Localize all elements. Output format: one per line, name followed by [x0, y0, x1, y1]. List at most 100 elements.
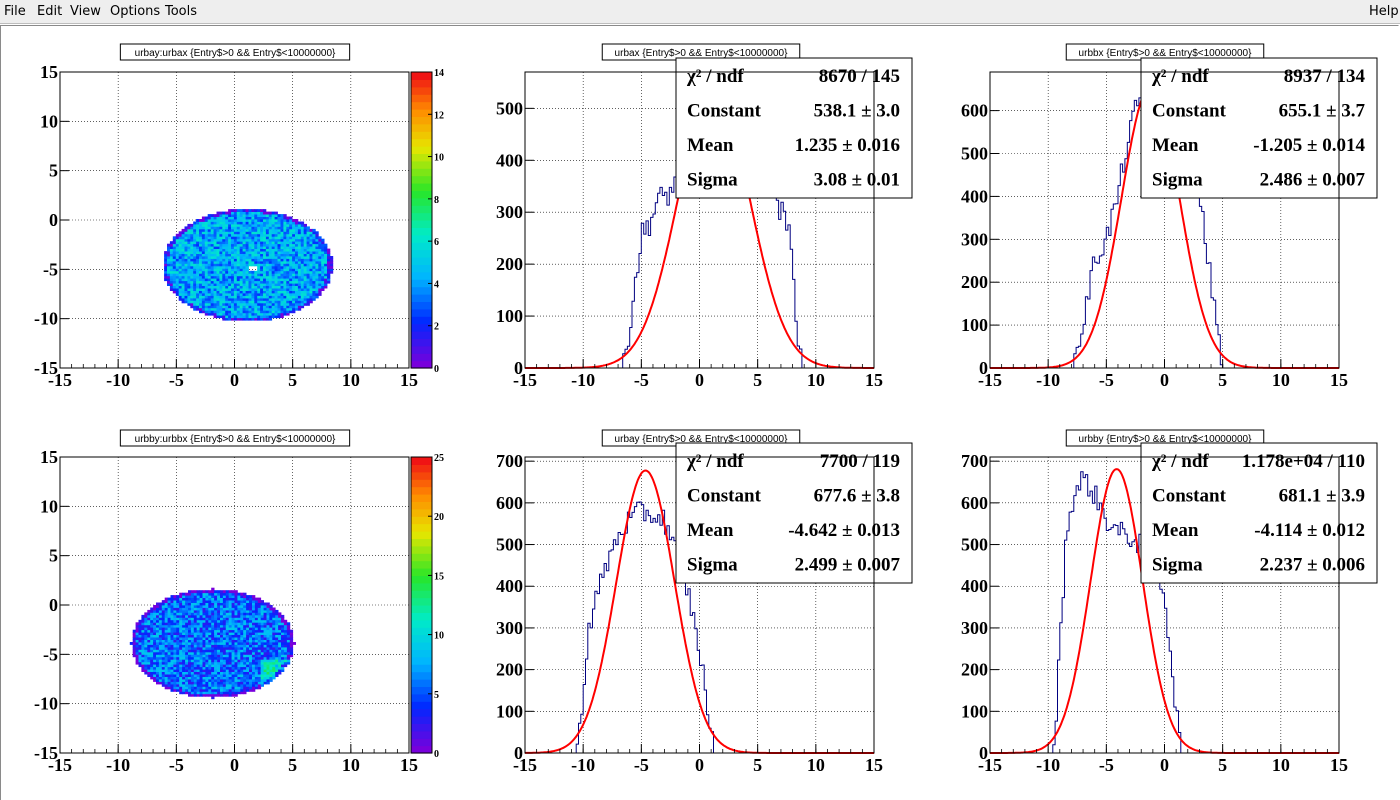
stat-value: -4.642 ± 0.013 — [788, 520, 900, 541]
z-tick-label: 20 — [434, 512, 444, 523]
stat-label: Constant — [687, 101, 762, 122]
stat-value: 7700 / 119 — [820, 451, 900, 472]
z-tick-label: 10 — [434, 631, 444, 642]
stat-label: Sigma — [1152, 555, 1203, 576]
stat-label: Sigma — [687, 555, 738, 576]
y-tick-label: 400 — [496, 150, 523, 170]
stat-value: 2.237 ± 0.006 — [1260, 555, 1365, 576]
z-tick-label: 10 — [434, 153, 444, 164]
x-tick-label: 0 — [1160, 370, 1169, 390]
y-tick-label: 600 — [961, 101, 988, 121]
x-tick-label: 5 — [753, 755, 762, 775]
root-canvas[interactable]: urbay:urbax {Entry$>0 && Entry$<10000000… — [0, 25, 1399, 800]
x-tick-label: 10 — [1272, 370, 1290, 390]
menu-file[interactable]: File — [4, 4, 26, 19]
stat-label: Mean — [687, 135, 734, 156]
y-tick-label: 100 — [961, 315, 988, 335]
pad-title-box — [119, 43, 351, 61]
y-tick-label: 0 — [49, 210, 58, 230]
y-tick-label: 500 — [496, 535, 523, 555]
y-tick-label: 400 — [961, 186, 988, 206]
y-tick-label: 10 — [40, 496, 58, 516]
stat-value: 677.6 ± 3.8 — [814, 486, 900, 507]
fit-stats-box: χ² / ndf 1.178e+04 / 110 Constant 681.1 ± 3… — [1140, 442, 1378, 584]
y-tick-label: -15 — [34, 743, 58, 763]
x-tick-label: 10 — [342, 370, 360, 390]
y-tick-label: 400 — [961, 576, 988, 596]
y-tick-label: 5 — [49, 546, 58, 566]
x-tick-label: -15 — [513, 370, 537, 390]
pad-1[interactable]: urbay:urbax {Entry$>0 && Entry$<10000000… — [34, 43, 444, 390]
stat-value: 2.486 ± 0.007 — [1260, 170, 1366, 191]
stat-value: 681.1 ± 3.9 — [1279, 486, 1365, 507]
fit-stats-box: χ² / ndf 7700 / 119 Constant 677.6 ± 3.8 Mea… — [675, 442, 913, 584]
x-tick-label: 0 — [1160, 755, 1169, 775]
y-tick-label: 200 — [496, 660, 523, 680]
pad-title: urbay:urbax {Entry$>0 && Entry$<10000000… — [135, 48, 336, 59]
y-tick-label: 15 — [40, 447, 58, 467]
x-tick-label: 5 — [288, 755, 297, 775]
pad-6[interactable]: urbby {Entry$>0 && Entry$<10000000}χ² / … — [961, 429, 1378, 775]
x-tick-label: 15 — [400, 755, 418, 775]
z-tick-label: 12 — [434, 110, 444, 121]
x-tick-label: -10 — [106, 370, 130, 390]
y-tick-label: 5 — [49, 161, 58, 181]
pad-5[interactable]: urbay {Entry$>0 && Entry$<10000000}χ² / … — [496, 429, 913, 775]
pad-4[interactable]: urbby:urbbx {Entry$>0 && Entry$<10000000… — [34, 429, 444, 775]
pad-title: urbby:urbbx {Entry$>0 && Entry$<10000000… — [135, 434, 336, 445]
x-tick-label: -5 — [169, 755, 184, 775]
stat-value: 2.499 ± 0.007 — [795, 555, 901, 576]
stat-label: χ² / ndf — [686, 66, 744, 87]
y-tick-label: 0 — [49, 595, 58, 615]
x-tick-label: -5 — [1099, 755, 1114, 775]
z-tick-label: 5 — [434, 690, 439, 701]
stat-value: -4.114 ± 0.012 — [1254, 520, 1365, 541]
x-tick-label: -15 — [48, 755, 72, 775]
y-tick-label: 300 — [961, 229, 988, 249]
menu-tools[interactable]: Tools — [165, 4, 198, 19]
x-tick-label: -10 — [571, 755, 595, 775]
x-tick-label: -5 — [169, 370, 184, 390]
menu-options[interactable]: Options — [110, 4, 161, 19]
color-scale: 25 20 15 10 5 0 — [410, 453, 444, 760]
x-tick-label: 5 — [288, 370, 297, 390]
stat-label: Constant — [687, 486, 762, 507]
pad-2[interactable]: urbax {Entry$>0 && Entry$<10000000}χ² / … — [496, 43, 913, 390]
x-tick-label: 0 — [230, 755, 239, 775]
x-tick-label: -10 — [571, 370, 595, 390]
pad-3[interactable]: urbbx {Entry$>0 && Entry$<10000000}χ² / … — [961, 43, 1378, 390]
stat-value: 538.1 ± 3.0 — [814, 101, 900, 122]
menu-help[interactable]: Help — [1369, 4, 1399, 19]
y-tick-label: -10 — [34, 694, 58, 714]
y-tick-label: -5 — [43, 259, 58, 279]
y-tick-label: -15 — [34, 358, 58, 378]
x-tick-label: 10 — [1272, 755, 1290, 775]
pad-title: urbbx {Entry$>0 && Entry$<10000000} — [1079, 48, 1253, 59]
y-tick-label: 600 — [496, 493, 523, 513]
y-tick-label: 700 — [496, 451, 523, 471]
x-tick-label: -10 — [1036, 755, 1060, 775]
y-tick-label: 500 — [961, 144, 988, 164]
y-tick-label: 300 — [961, 618, 988, 638]
color-scale: 14 12 10 8 6 4 2 0 — [410, 68, 444, 375]
y-tick-label: 0 — [514, 743, 523, 763]
y-tick-label: 15 — [40, 62, 58, 82]
x-tick-label: -5 — [634, 370, 649, 390]
stat-value: 8937 / 134 — [1284, 66, 1366, 87]
x-tick-label: 15 — [865, 370, 883, 390]
canvas-plots[interactable]: urbay:urbax {Entry$>0 && Entry$<10000000… — [1, 26, 1399, 800]
z-tick-label: 8 — [434, 195, 439, 206]
fit-stats-box: χ² / ndf 8937 / 134 Constant 655.1 ± 3.7 Mea… — [1140, 57, 1378, 199]
y-tick-label: 300 — [496, 618, 523, 638]
stat-label: Constant — [1152, 486, 1227, 507]
stat-value: 1.235 ± 0.016 — [795, 135, 900, 156]
x-tick-label: -15 — [978, 370, 1002, 390]
z-tick-label: 0 — [434, 364, 439, 375]
z-tick-label: 25 — [434, 453, 444, 464]
x-tick-label: 0 — [695, 370, 704, 390]
x-tick-label: -15 — [48, 370, 72, 390]
x-tick-label: 15 — [865, 755, 883, 775]
menu-view[interactable]: View — [70, 4, 101, 19]
x-tick-label: 15 — [400, 370, 418, 390]
menu-edit[interactable]: Edit — [37, 4, 63, 19]
